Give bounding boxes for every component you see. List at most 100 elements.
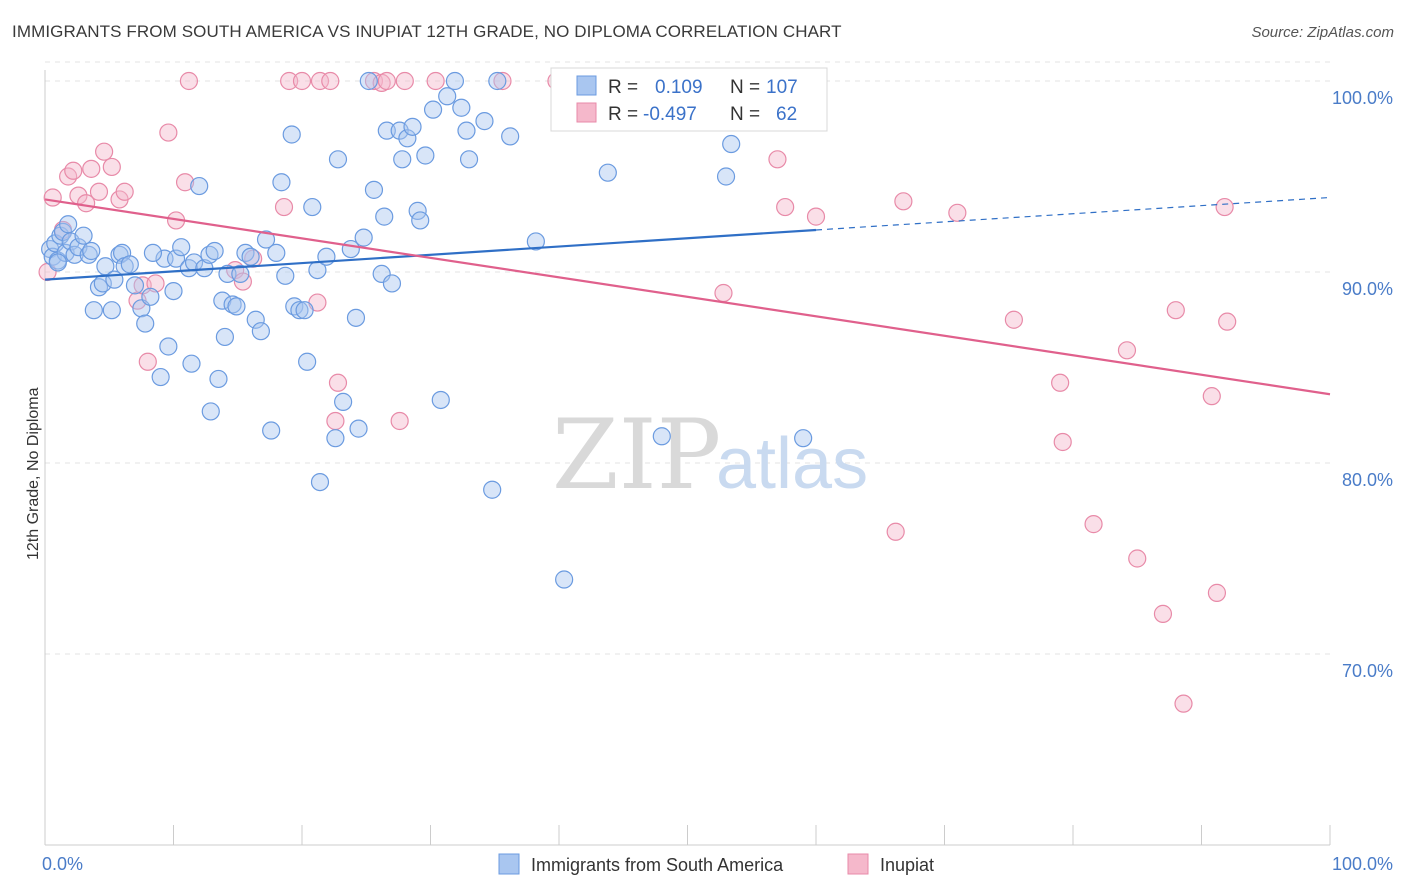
inupiat-point	[292, 71, 312, 91]
south-america-point	[794, 429, 813, 448]
south-america-point	[179, 259, 199, 278]
south-america-point	[215, 327, 234, 347]
south-america-point	[120, 255, 139, 274]
inupiat-point	[89, 182, 109, 201]
south-america-point	[445, 71, 465, 91]
inupiat-point	[159, 123, 178, 142]
south-america-point	[438, 87, 457, 106]
axes	[44, 70, 1331, 846]
bottom-legend-pink-swatch	[847, 853, 869, 875]
south-america-point	[290, 301, 309, 320]
trend-lines	[44, 196, 1331, 396]
bottom-legend: Immigrants from South America Inupiat	[498, 853, 934, 875]
x-tick-labels: 0.0% 100.0%	[42, 854, 1393, 874]
legend-n-label-1: N =	[730, 77, 760, 98]
south-america-point	[295, 301, 314, 320]
south-america-point	[393, 150, 412, 169]
south-america-point	[459, 150, 479, 169]
inupiat-point	[1053, 432, 1072, 452]
south-america-trend-line	[44, 228, 817, 281]
inupiat-point	[1215, 197, 1234, 217]
south-america-point	[246, 310, 265, 329]
south-america-point	[457, 121, 476, 140]
inupiat-point	[43, 188, 62, 207]
inupiat-point	[82, 159, 101, 178]
inupiat-point	[776, 197, 795, 217]
south-america-point	[416, 146, 435, 165]
y-tick-label: 100.0%	[1332, 88, 1393, 108]
inupiat-point	[115, 182, 134, 201]
south-america-point	[159, 337, 178, 356]
south-america-point	[256, 230, 276, 249]
south-america-point	[326, 429, 345, 448]
inupiat-point	[179, 71, 199, 91]
legend-blue-swatch	[576, 75, 597, 96]
inupiat-point	[1084, 515, 1103, 534]
south-america-point	[526, 232, 545, 251]
south-america-point	[267, 243, 286, 262]
bottom-legend-series1: Immigrants from South America	[531, 855, 784, 875]
inupiat-point	[328, 373, 348, 392]
south-america-point	[403, 117, 422, 136]
bottom-legend-series2: Inupiat	[880, 855, 934, 875]
south-america-point	[598, 163, 617, 182]
legend-r-label-1: R =	[608, 77, 638, 98]
watermark-atlas: atlas	[716, 424, 868, 504]
south-america-point	[205, 241, 224, 261]
inupiat-point	[1166, 301, 1185, 320]
south-america-point	[303, 197, 322, 217]
south-america-point	[151, 367, 170, 387]
y-tick-label: 70.0%	[1342, 661, 1393, 681]
legend-n-value-1: 107	[766, 77, 798, 98]
south-america-point	[231, 264, 250, 284]
south-america-point	[652, 427, 671, 446]
south-america-point	[334, 392, 353, 411]
inupiat-point	[1004, 310, 1023, 329]
south-america-point	[382, 274, 402, 293]
south-america-point	[209, 369, 228, 389]
south-america-point	[377, 121, 396, 140]
south-america-point	[488, 71, 507, 91]
inupiat-point	[1174, 694, 1193, 713]
inupiat-point	[714, 283, 733, 303]
legend-r-label-2: R =	[608, 104, 638, 125]
south-america-point	[84, 301, 103, 320]
inupiat-point	[321, 71, 340, 91]
south-america-point	[82, 241, 101, 261]
inupiat-point	[77, 194, 96, 213]
inupiat-point	[310, 71, 330, 91]
south-america-point	[102, 301, 121, 320]
source-label: Source: ZipAtlas.com	[1251, 24, 1394, 41]
south-america-point	[722, 134, 741, 154]
inupiat-point	[95, 142, 114, 161]
south-america-point	[182, 354, 201, 373]
south-america-point	[262, 421, 281, 440]
south-america-point	[359, 71, 378, 91]
south-america-point	[364, 180, 384, 199]
south-america-point	[398, 129, 417, 148]
inupiat-point	[274, 197, 294, 217]
south-america-point	[190, 176, 209, 196]
legend-n-label-2: N =	[730, 104, 760, 125]
y-tick-label: 80.0%	[1342, 470, 1393, 490]
watermark: ZIP atlas	[552, 399, 868, 511]
south-america-point	[423, 100, 443, 119]
y-tick-label: 90.0%	[1342, 279, 1393, 299]
south-america-point	[143, 243, 163, 262]
y-tick-labels: 70.0% 80.0% 90.0% 100.0%	[1332, 88, 1393, 681]
inupiat-point	[493, 71, 512, 91]
inupiat-point	[1128, 549, 1147, 568]
inupiat-point	[894, 192, 913, 211]
legend-r-value-1: 0.109	[655, 77, 703, 98]
south-america-trend-extension	[815, 196, 1331, 231]
south-america-point	[276, 266, 295, 285]
inupiat-point	[138, 352, 157, 371]
south-america-point	[501, 127, 520, 146]
inupiat-point	[1051, 373, 1070, 392]
bottom-legend-blue-swatch	[498, 853, 520, 875]
south-america-point	[166, 249, 186, 268]
inupiat-point	[1207, 583, 1227, 602]
inupiat-point	[280, 71, 299, 91]
inupiat-point	[948, 203, 967, 222]
